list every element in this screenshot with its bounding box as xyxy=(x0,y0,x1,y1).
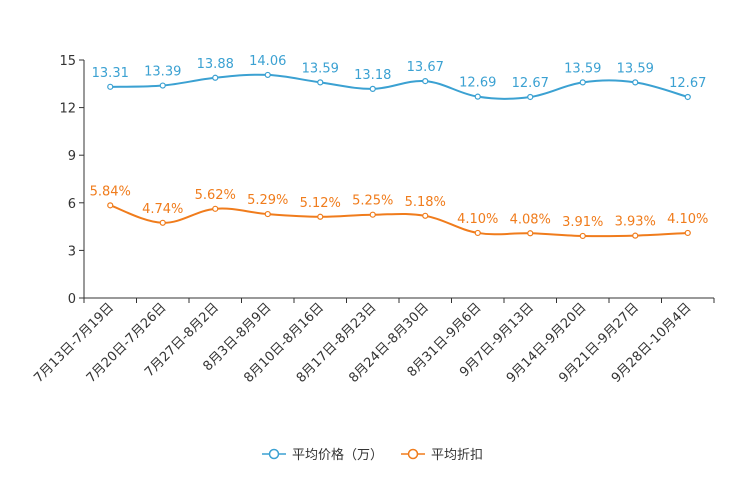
data-label: 14.06 xyxy=(249,54,286,69)
data-label: 13.18 xyxy=(354,68,391,83)
data-label: 5.62% xyxy=(195,188,236,203)
data-point xyxy=(632,232,639,239)
data-point xyxy=(579,79,586,86)
data-label: 5.25% xyxy=(352,194,393,209)
data-label: 13.88 xyxy=(197,57,234,72)
data-point xyxy=(684,229,691,237)
data-label: 13.39 xyxy=(144,65,181,80)
data-label: 12.69 xyxy=(459,76,496,91)
y-tick-label: 9 xyxy=(68,149,76,164)
data-label: 13.59 xyxy=(564,61,601,76)
legend-item-2[interactable]: 平均折扣 xyxy=(401,448,483,463)
legend-label: 平均价格（万） xyxy=(292,447,383,463)
data-point xyxy=(317,213,324,220)
data-point xyxy=(422,212,429,219)
y-tick-label: 3 xyxy=(68,244,76,259)
data-label: 5.18% xyxy=(405,195,446,210)
data-label: 3.93% xyxy=(615,215,656,230)
data-point xyxy=(579,232,586,240)
data-point xyxy=(527,230,534,237)
data-label: 5.12% xyxy=(300,196,341,211)
data-point xyxy=(159,219,166,226)
data-point xyxy=(474,93,481,100)
data-point xyxy=(369,211,376,218)
data-point xyxy=(212,74,219,81)
data-point xyxy=(159,82,166,89)
data-point xyxy=(317,79,324,86)
data-label: 13.59 xyxy=(617,61,654,76)
data-point xyxy=(212,205,219,212)
y-tick-label: 12 xyxy=(59,102,76,117)
data-label: 5.84% xyxy=(90,184,131,199)
series-1: 13.31 13.39 13.88 14.06 13.59 13.18 13.67 12.69… xyxy=(92,54,706,101)
legend-marker xyxy=(268,448,280,460)
legend[interactable]: 平均价格（万） 平均折扣 xyxy=(262,447,483,463)
data-label: 13.31 xyxy=(92,66,129,81)
data-label: 12.67 xyxy=(669,76,706,91)
data-label: 4.10% xyxy=(457,212,498,227)
data-point xyxy=(107,83,114,90)
y-tick-label: 6 xyxy=(68,197,76,212)
data-point xyxy=(107,202,114,209)
data-point xyxy=(527,93,534,101)
data-label: 3.91% xyxy=(562,215,603,230)
data-label: 4.10% xyxy=(667,212,708,227)
legend-label: 平均折扣 xyxy=(431,448,483,463)
data-point xyxy=(632,79,639,86)
legend-item-1[interactable]: 平均价格（万） xyxy=(262,447,383,463)
series-2: 5.84% 4.74% 5.62% 5.29% 5.12% 5.25% 5.18% 4.10%… xyxy=(90,184,708,240)
data-label: 13.59 xyxy=(302,61,339,76)
series-line xyxy=(109,204,688,238)
data-label: 4.74% xyxy=(142,202,183,217)
legend-marker xyxy=(407,448,419,460)
data-label: 13.67 xyxy=(407,60,444,75)
data-point xyxy=(474,229,481,237)
data-point xyxy=(264,71,271,79)
axes: 036912157月13日-7月19日7月20日-7月26日7月27日-8月2日… xyxy=(31,54,715,386)
data-point xyxy=(684,93,691,101)
data-point xyxy=(264,210,271,218)
data-point xyxy=(369,85,376,92)
data-point xyxy=(422,78,429,85)
y-tick-label: 0 xyxy=(68,292,76,307)
data-label: 5.29% xyxy=(247,193,288,208)
y-tick-label: 15 xyxy=(59,54,76,69)
series-line xyxy=(110,73,689,100)
data-label: 4.08% xyxy=(510,212,551,227)
series-layer: 13.31 13.39 13.88 14.06 13.59 13.18 13.67 12.69… xyxy=(90,54,708,240)
data-label: 12.67 xyxy=(512,76,549,91)
